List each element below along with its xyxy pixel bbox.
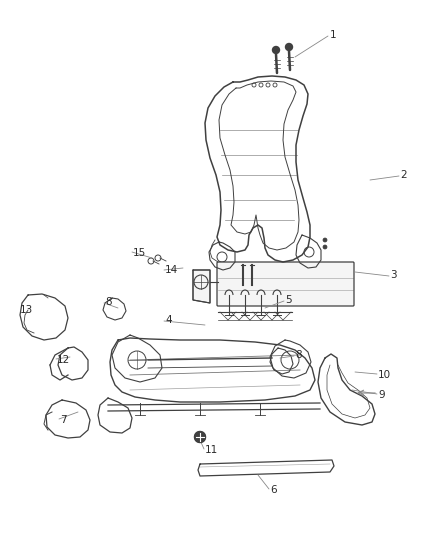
Circle shape [272,46,279,53]
Text: 7: 7 [60,415,67,425]
Circle shape [286,44,293,51]
Text: 14: 14 [165,265,178,275]
Text: 2: 2 [400,170,406,180]
Text: 12: 12 [57,355,70,365]
Text: 1: 1 [330,30,337,40]
FancyBboxPatch shape [217,262,354,306]
Text: 5: 5 [285,295,292,305]
Text: 3: 3 [390,270,397,280]
Text: 6: 6 [270,485,277,495]
Text: 4: 4 [165,315,172,325]
Text: 13: 13 [20,305,33,315]
Text: 9: 9 [378,390,385,400]
Circle shape [323,245,327,249]
Text: 8: 8 [105,297,112,307]
Text: 11: 11 [205,445,218,455]
Text: 10: 10 [378,370,391,380]
Circle shape [194,432,205,442]
Text: 15: 15 [133,248,146,258]
Polygon shape [193,270,210,303]
Circle shape [323,238,327,242]
Text: 8: 8 [295,350,302,360]
